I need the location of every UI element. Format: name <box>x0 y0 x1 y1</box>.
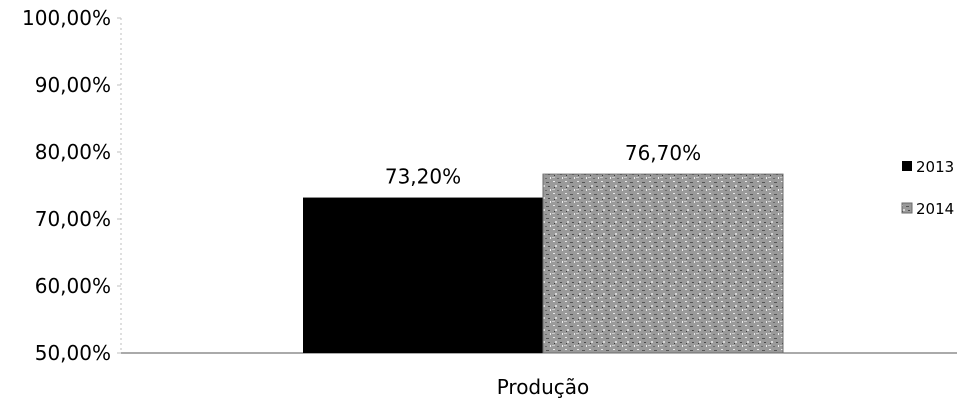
y-tick-label: 50,00% <box>35 341 111 365</box>
y-tick-label: 60,00% <box>35 274 111 298</box>
x-tick-label: Produção <box>497 375 590 399</box>
y-tick-label: 90,00% <box>35 73 111 97</box>
data-label-2014: 76,70% <box>625 141 701 165</box>
y-tick-label: 80,00% <box>35 140 111 164</box>
data-label-2013: 73,20% <box>385 165 461 189</box>
y-tick-label: 70,00% <box>35 207 111 231</box>
legend-label-2013: 2013 <box>916 158 954 176</box>
legend-swatch-2014 <box>901 202 913 214</box>
bar-2014 <box>542 173 784 354</box>
legend: 2013 2014 <box>901 158 954 218</box>
bar-2013 <box>303 197 543 353</box>
legend-label-2014: 2014 <box>916 200 954 218</box>
legend-swatch-2013 <box>902 161 912 171</box>
data-labels-group: 73,20% 76,70% <box>385 141 701 188</box>
bars-group <box>303 173 784 354</box>
y-axis-ticks: 50,00% 60,00% 70,00% 80,00% 90,00% 100,00% <box>22 6 121 365</box>
y-tick-label: 100,00% <box>22 6 111 30</box>
